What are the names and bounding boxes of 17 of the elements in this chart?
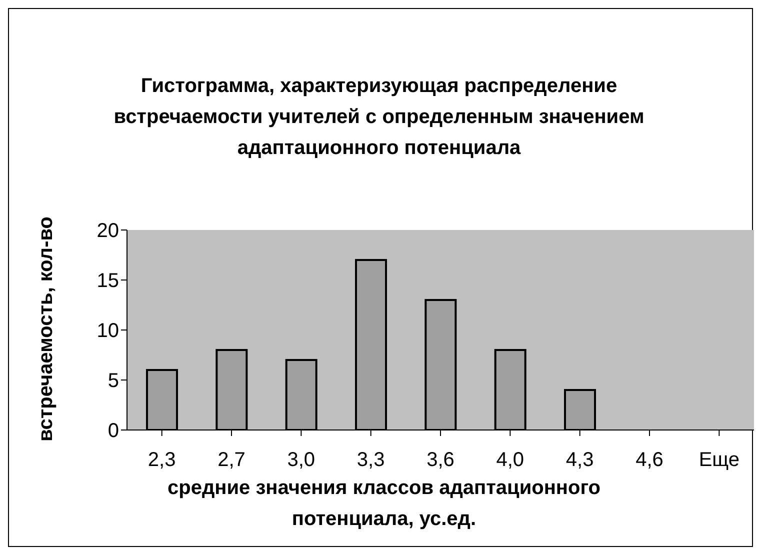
- x-tick-label: 2,3: [148, 449, 176, 472]
- y-tick-label: 10: [96, 320, 119, 342]
- y-tick-label: 20: [96, 220, 119, 242]
- y-tick-label: 0: [108, 420, 119, 442]
- x-axis-title: средние значения классов адаптационного потенциала, ус.ед.: [166, 476, 602, 532]
- x-tick-label: 3,3: [356, 449, 385, 472]
- x-tick-label: 4,0: [496, 449, 524, 472]
- x-tick-label: 3,0: [287, 449, 316, 472]
- y-axis-title: встречаемость, кол-во: [34, 215, 58, 444]
- y-tick-label: 15: [96, 270, 119, 292]
- x-tick-label: Еще: [698, 449, 740, 472]
- y-tick-label: 5: [108, 370, 119, 392]
- x-tick-label: 2,7: [218, 449, 246, 472]
- x-tick-label: 4,6: [636, 449, 664, 472]
- chart-title: Гистограмма, характеризующая распределение встречаемости учителей с определенным значением адаптационного потенциала: [112, 74, 646, 161]
- x-tick-label: 4,3: [566, 449, 594, 472]
- x-tick-label: 3,6: [426, 449, 454, 472]
